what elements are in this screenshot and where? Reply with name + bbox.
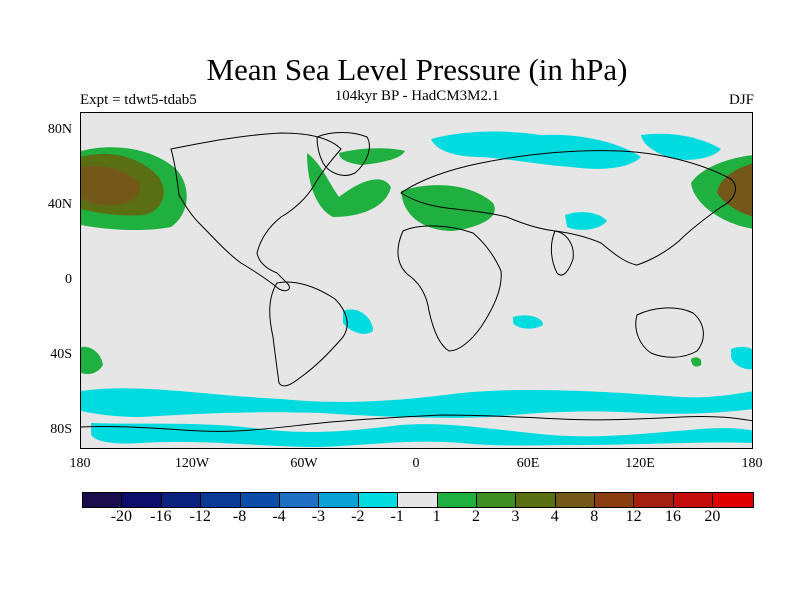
tasman-negative-patch (731, 346, 752, 370)
y-label-40s: 40S (50, 347, 72, 362)
north-atlantic-positive-patch (307, 153, 391, 217)
new-zealand-positive-patch (691, 357, 702, 367)
north-pacific-east-anomaly-core (717, 163, 752, 217)
color-swatch (476, 493, 517, 507)
color-scale-bar (82, 492, 754, 508)
color-scale-label: -1 (390, 508, 404, 525)
south-atlantic-negative-patch (343, 309, 373, 334)
color-swatch (555, 493, 596, 507)
antarctic-coast-negative-band (91, 423, 752, 447)
x-label-60e: 60E (516, 456, 540, 471)
color-scale-label: 12 (625, 508, 642, 525)
color-swatch (358, 493, 399, 507)
color-scale-label: 4 (550, 508, 559, 525)
map-subtitle: 104kyr BP - HadCM3M2.1 (334, 88, 500, 104)
y-label-80n: 80N (47, 122, 72, 137)
map-canvas (81, 131, 752, 447)
color-scale-label: -16 (150, 508, 172, 525)
x-label-0: 0 (412, 456, 420, 471)
color-scale-label: 1 (432, 508, 441, 525)
map-title: Mean Sea Level Pressure (in hPa) (206, 52, 628, 87)
indian-ocean-negative-patch (565, 212, 607, 230)
color-swatch (240, 493, 280, 507)
southern-ocean-negative-band (81, 388, 752, 418)
x-label-120w: 120W (174, 456, 210, 471)
color-scale-label: -20 (110, 508, 133, 525)
y-label-80s: 80S (50, 422, 72, 437)
color-swatch (122, 493, 162, 507)
color-swatch (161, 493, 202, 507)
x-label-180-east: 180 (741, 456, 763, 471)
x-label-60w: 60W (290, 456, 318, 471)
color-scale-label: -12 (189, 508, 211, 525)
pressure-anomaly-map (80, 112, 753, 449)
north-america-outline (170, 132, 342, 292)
season-label: DJF (728, 92, 754, 108)
color-scale-label: -4 (272, 508, 286, 525)
color-swatch (634, 493, 674, 507)
y-label-0: 0 (65, 272, 72, 287)
color-swatch (201, 493, 241, 507)
color-scale-label: -3 (311, 508, 326, 525)
africa-outline (397, 225, 502, 352)
color-swatch (319, 493, 359, 507)
x-label-180-west: 180 (69, 456, 91, 471)
color-scale-label: -2 (351, 508, 365, 525)
color-swatch (398, 493, 438, 507)
x-label-120e: 120E (625, 456, 655, 471)
greenland-outline (316, 132, 370, 176)
experiment-label: Expt = tdwt5-tdab5 (80, 92, 197, 108)
south-indian-negative-patch (513, 315, 543, 329)
color-scale-label: 3 (511, 508, 520, 525)
arctic-negative-patch (431, 131, 641, 169)
coastlines (81, 132, 752, 432)
north-pacific-anomaly-core (81, 165, 140, 205)
color-swatch (279, 493, 320, 507)
antarctica-outline (81, 414, 752, 432)
y-label-40n: 40N (47, 197, 72, 212)
europe-asia-outline (400, 150, 736, 266)
australia-outline (635, 307, 704, 358)
arctic-east-negative-patch (641, 133, 721, 160)
greenland-sea-positive-patch (339, 148, 405, 165)
color-scale-label: 2 (472, 508, 480, 525)
color-swatch (713, 493, 753, 507)
color-swatch (673, 493, 714, 507)
south-america-outline (269, 281, 348, 387)
color-scale-label: 20 (704, 508, 721, 525)
color-scale-label: -8 (232, 508, 247, 525)
color-scale-label: 16 (665, 508, 681, 525)
color-swatch (83, 493, 123, 507)
color-swatch (437, 493, 477, 507)
south-pacific-west-positive-patch (81, 346, 103, 375)
color-scale-label: 8 (590, 508, 599, 525)
color-swatch (516, 493, 556, 507)
india-outline (550, 230, 574, 276)
color-swatch (595, 493, 635, 507)
